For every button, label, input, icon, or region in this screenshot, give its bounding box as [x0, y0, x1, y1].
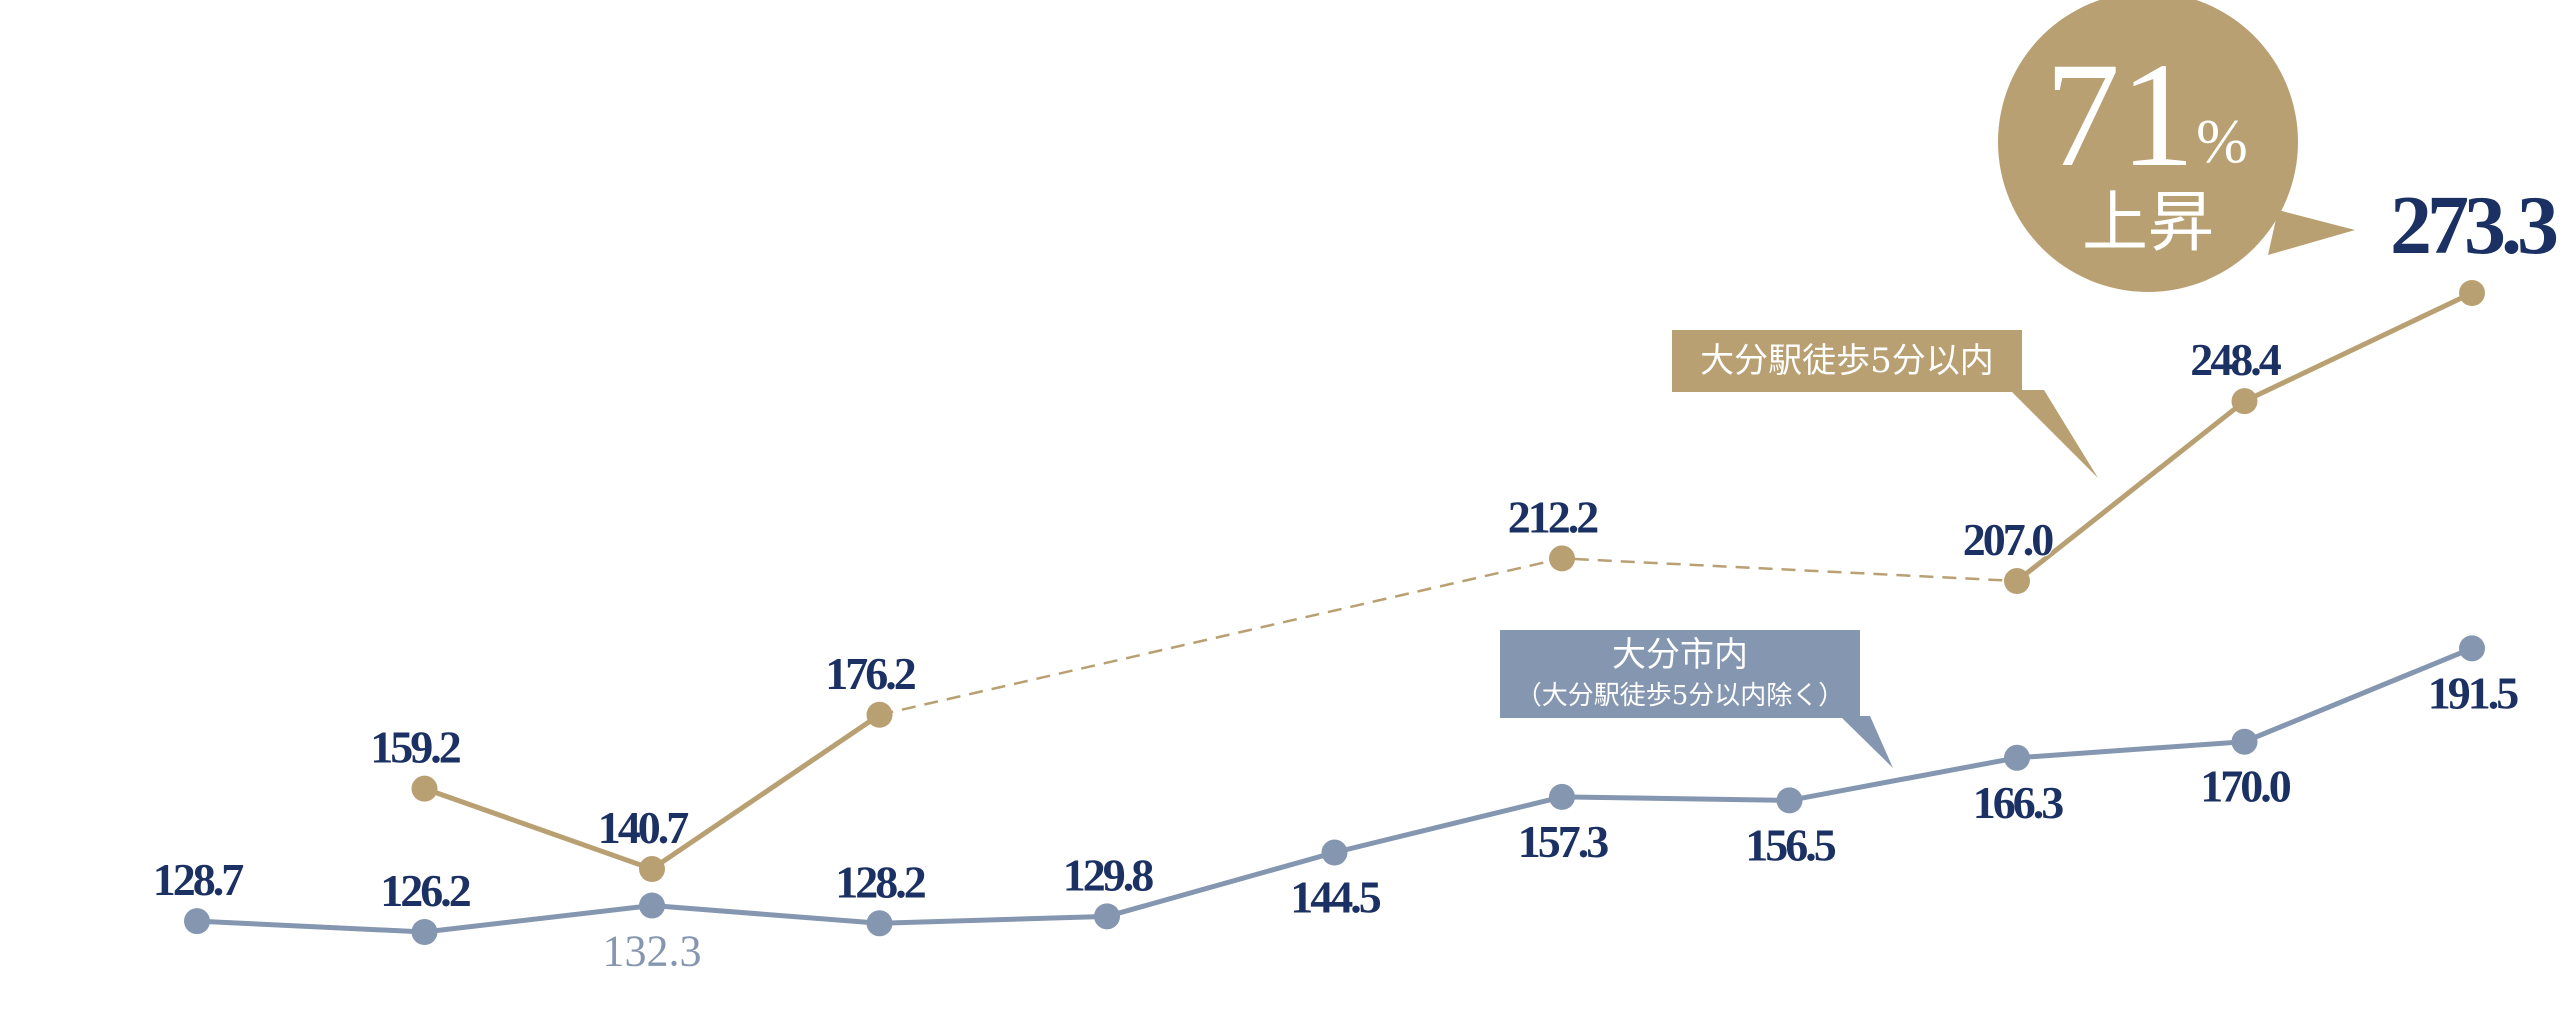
blue-series-point [866, 910, 893, 937]
blue-series-data-label: 157.3 [1518, 816, 1609, 867]
gold-series-point [411, 775, 438, 802]
increase-badge-value: 71 [2045, 32, 2195, 198]
blue-series-callout-sublabel: （大分駅徒歩5分以内除く） [1516, 681, 1845, 711]
blue-series-data-label: 170.0 [2200, 761, 2291, 812]
blue-series-data-label: 128.7 [153, 854, 244, 905]
blue-series-data-label: 156.5 [1745, 819, 1836, 870]
gold-series-data-label: 212.2 [1508, 491, 1599, 542]
gold-series-final-label: 273.3 [2390, 179, 2557, 272]
blue-series-callout-label: 大分市内 [1612, 635, 1748, 675]
blue-series-point [1776, 787, 1803, 814]
gold-series-point [2231, 388, 2258, 415]
gold-series-data-label: 176.2 [825, 648, 916, 699]
blue-series-data-label: 128.2 [835, 856, 926, 907]
increase-badge: 71 % 上昇 [1998, 0, 2355, 292]
blue-series-point [2004, 744, 2030, 771]
blue-series-point [2459, 635, 2485, 662]
blue-series-point [1549, 783, 1575, 810]
blue-series-data-label: 132.3 [603, 927, 702, 976]
blue-series-data-label: 144.5 [1290, 872, 1381, 923]
gold-series-callout-label: 大分駅徒歩5分以内 [1700, 341, 1994, 381]
gold-series-point [1549, 545, 1575, 572]
blue-series-point [184, 908, 210, 935]
increase-badge-text: 上昇 [2082, 184, 2214, 261]
gold-series-point [2004, 568, 2030, 595]
blue-series-data-label: 129.8 [1063, 849, 1154, 900]
blue-series-data-label: 191.5 [2428, 667, 2519, 718]
gold-series-point [639, 856, 665, 883]
increase-badge-unit: % [2196, 108, 2248, 176]
gold-series-point [2459, 280, 2485, 306]
blue-series-point [2231, 728, 2258, 755]
blue-series-point [639, 892, 665, 919]
blue-series-data-label: 126.2 [380, 865, 471, 916]
blue-series-point [1094, 903, 1120, 930]
blue-series-point [411, 919, 438, 945]
gold-series-point [866, 701, 893, 728]
gold-series-callout: 大分駅徒歩5分以内 [1672, 330, 2098, 478]
gold-series-data-label: 140.7 [598, 802, 689, 853]
blue-series-point [1321, 839, 1348, 866]
gold-series-data-label: 207.0 [1963, 514, 2054, 565]
blue-series-callout: 大分市内 （大分駅徒歩5分以内除く） [1500, 630, 1893, 768]
series-layer [184, 280, 2485, 945]
label-layer: 128.7 126.2 132.3 128.2 129.8 144.5 157.3 156.5… [152, 178, 2564, 976]
gold-series-data-label: 248.4 [2190, 334, 2282, 385]
gold-series-data-label: 159.2 [370, 722, 461, 773]
blue-series-data-label: 166.3 [1973, 777, 2064, 828]
